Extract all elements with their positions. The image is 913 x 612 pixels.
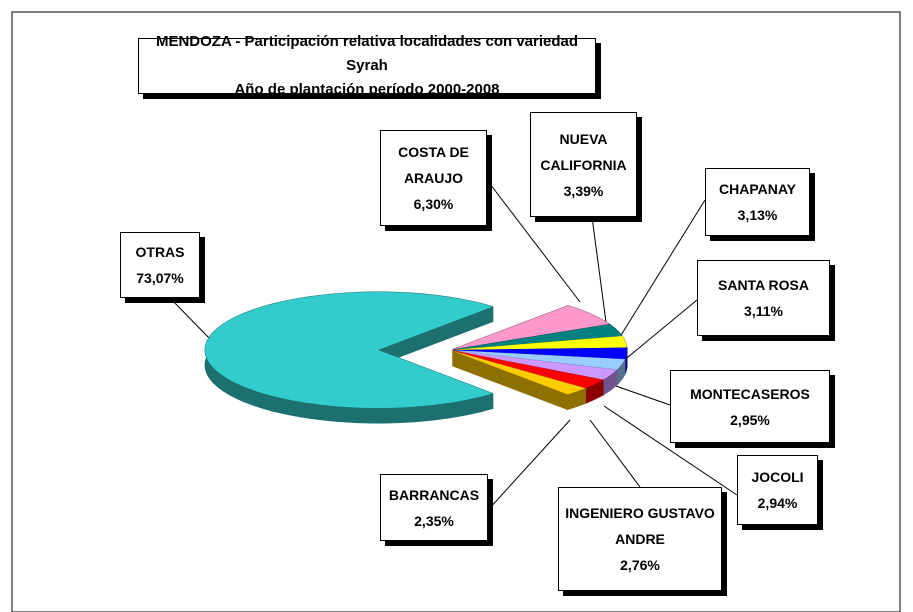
title-box: MENDOZA - Participación relativa localid… — [138, 33, 596, 98]
value-label: 2,95% — [730, 411, 770, 428]
pie-slice — [452, 350, 586, 395]
category-label: OTRAS — [135, 244, 185, 260]
data-label-box: NUEVA CALIFORNIA 3,39% — [530, 112, 637, 217]
leader-line — [487, 419, 571, 511]
data-label-box: BARRANCAS 2,35% — [380, 474, 488, 541]
value-label: 2,76% — [620, 557, 660, 573]
pie-slice — [204, 292, 493, 409]
category-label: MONTECASEROS — [690, 385, 810, 402]
value-label: 2,35% — [414, 512, 454, 529]
pie-slice — [453, 305, 609, 350]
leader-line — [617, 199, 706, 341]
data-label-box: SANTA ROSA 3,11% — [697, 260, 830, 336]
data-label-box: JOCOLI 2,94% — [737, 455, 818, 525]
leader-line — [621, 299, 698, 363]
pie-slice — [453, 350, 603, 389]
chart-title: MENDOZA - Participación relativa localid… — [155, 33, 579, 74]
chart-subtitle: Año de plantación período 2000-2008 — [234, 81, 500, 98]
value-label: 3,13% — [737, 207, 778, 223]
pie-slice — [453, 350, 617, 380]
category-label: CHAPANAY — [718, 181, 796, 197]
category-label: JOCOLI — [751, 469, 804, 485]
leader-line — [591, 216, 607, 323]
data-label-box: MONTECASEROS 2,95% — [670, 370, 830, 443]
leader-line — [615, 385, 671, 406]
data-label-box: CHAPANAY 3,13% — [705, 168, 810, 236]
value-label: 2,94% — [757, 495, 798, 511]
leader-line — [486, 179, 581, 303]
value-label: 6,30% — [413, 196, 454, 212]
category-label: COSTA DE ARAUJO — [398, 144, 469, 186]
pie-slice — [453, 350, 625, 370]
leader-line — [603, 405, 738, 496]
leader-line — [589, 419, 641, 488]
pie-slice — [453, 336, 627, 350]
pie-slice — [453, 324, 622, 350]
data-label-box: COSTA DE ARAUJO 6,30% — [380, 130, 487, 226]
category-label: NUEVA CALIFORNIA — [540, 130, 627, 173]
data-label-box: OTRAS 73,07% — [120, 232, 200, 298]
value-label: 3,39% — [563, 182, 604, 199]
data-label-box: INGENIERO GUSTAVO ANDRE 2,76% — [558, 487, 722, 591]
category-label: SANTA ROSA — [718, 277, 809, 293]
value-label: 73,07% — [136, 270, 184, 286]
pie-slice — [453, 347, 627, 360]
category-label: BARRANCAS — [388, 486, 480, 503]
value-label: 3,11% — [744, 303, 783, 319]
category-label: INGENIERO GUSTAVO ANDRE — [565, 505, 715, 547]
